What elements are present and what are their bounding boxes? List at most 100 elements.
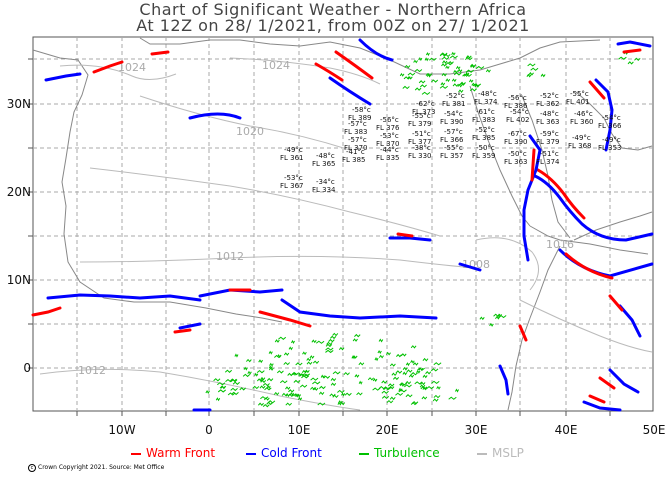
mslp-swatch: [477, 452, 487, 455]
flight-level-temp: -55°c: [412, 112, 431, 120]
turbulence-patch: [381, 390, 389, 394]
turbulence-patch: [411, 401, 419, 405]
turbulence-patch: [402, 371, 408, 376]
turbulence-patch: [325, 349, 334, 354]
legend-label: Cold Front: [261, 446, 322, 460]
flight-level-value: FL 370: [344, 144, 368, 152]
turbulence-patch: [424, 57, 429, 62]
flight-level-temp: -48°c: [316, 152, 335, 160]
turbulence-patch: [463, 73, 472, 77]
turbulence-patch: [441, 72, 448, 77]
turbulence-patch: [469, 63, 477, 68]
turbulence-patch: [258, 359, 263, 364]
flight-level-temp: -49°c: [572, 134, 591, 142]
turbulence-patch: [383, 386, 390, 391]
flight-level-temp: -55°c: [570, 90, 589, 98]
flight-level-value: FL 357: [440, 152, 464, 160]
flight-level-temp: -51°c: [540, 150, 559, 158]
flight-level-temp: -38°c: [412, 144, 431, 152]
turbulence-patch: [530, 67, 539, 71]
warm-front: [622, 48, 642, 54]
cold-front: [44, 72, 82, 82]
turbulence-patch: [419, 84, 427, 88]
turbulence-patch: [277, 353, 282, 358]
turbulence-patch: [451, 51, 456, 56]
latitude-labels: 30N 20N 10N 0: [7, 97, 31, 375]
turbulence-patch: [378, 338, 384, 343]
turbulence-patch: [260, 396, 269, 400]
warm-front: [150, 50, 170, 56]
turbulence-patch: [441, 56, 450, 60]
turbulence-patch: [431, 380, 440, 385]
flight-level-temp: -48°c: [540, 110, 559, 118]
flight-level-temp: -56°c: [380, 116, 399, 124]
turbulence-patch: [410, 345, 417, 349]
turbulence-patch: [281, 392, 288, 397]
turbulence-patch: [302, 351, 307, 356]
flight-level-value: FL 363: [536, 118, 560, 126]
turbulence-patch: [452, 83, 459, 87]
turbulence-patch: [469, 88, 477, 92]
fronts: [31, 38, 654, 412]
flight-level-value: FL 390: [504, 138, 528, 146]
flight-level-temp: -55°c: [444, 144, 463, 152]
flight-level-value: FL 390: [440, 118, 464, 126]
cold-front: [533, 174, 654, 242]
turbulence-patch: [341, 392, 346, 397]
turbulence-patch: [402, 85, 410, 90]
turbulence-patch: [426, 73, 432, 78]
turbulence-patch: [312, 381, 321, 385]
turbulence-patch: [387, 383, 395, 387]
turbulence-patch: [274, 339, 280, 343]
turbulence-patch: [474, 84, 480, 88]
turbulence-patch: [283, 352, 290, 356]
flight-level-temp: -50°c: [476, 144, 495, 152]
lon-label: 50E: [643, 423, 666, 437]
lon-label: 30E: [465, 423, 488, 437]
turbulence-patch: [232, 381, 240, 385]
warm-front: [564, 252, 614, 280]
turbulence-patch: [330, 335, 337, 340]
turbulence-patch: [402, 366, 408, 371]
turbulence-patch: [418, 56, 423, 62]
turbulence-patch: [326, 341, 333, 346]
turbulence-patch: [405, 362, 410, 367]
turbulence-patch: [418, 80, 426, 84]
turbulence-patch: [227, 392, 236, 396]
cold-front: [46, 293, 202, 302]
turbulence-patch: [358, 380, 363, 385]
chart-title: Chart of Significant Weather - Northern …: [139, 0, 527, 19]
turbulence-patch: [398, 389, 407, 393]
turbulence-patch: [260, 376, 266, 381]
turbulence-patch: [412, 362, 419, 366]
cold-front: [618, 304, 642, 338]
turbulence-patch: [439, 85, 448, 89]
turbulence-patch: [527, 63, 536, 67]
warm-front: [536, 168, 586, 220]
flight-level-value: FL 330: [408, 152, 432, 160]
turbulence-patch: [410, 372, 418, 376]
lat-label: 0: [23, 361, 31, 375]
turbulence-patch: [433, 362, 442, 366]
cold-front: [178, 322, 202, 330]
turbulence-areas: [205, 51, 641, 408]
flight-level-value: FL 385: [342, 156, 366, 164]
credit-text: Crown Copyright 2021. Source: Met Office: [38, 464, 165, 471]
chart-subtitle: At 12Z on 28/ 1/2021, from 00Z on 27/ 1/…: [136, 16, 530, 35]
turbulence-patch: [215, 397, 221, 402]
lon-label: 10W: [108, 423, 135, 437]
coastline-arabia-south: [573, 211, 653, 241]
turbulence-patch: [243, 366, 248, 371]
turbulence-patch: [405, 394, 413, 398]
turbulence-patch: [422, 357, 429, 362]
cold-front: [616, 40, 652, 48]
turbulence-patch: [445, 65, 450, 70]
warm-front: [314, 62, 344, 82]
flight-level-value: FL 360: [570, 118, 594, 126]
warm-front: [588, 394, 606, 404]
turbulence-patch: [388, 385, 395, 390]
turbulence-patch: [352, 338, 358, 342]
turbulence-patch: [407, 72, 416, 76]
turbulence-patch: [205, 390, 210, 395]
